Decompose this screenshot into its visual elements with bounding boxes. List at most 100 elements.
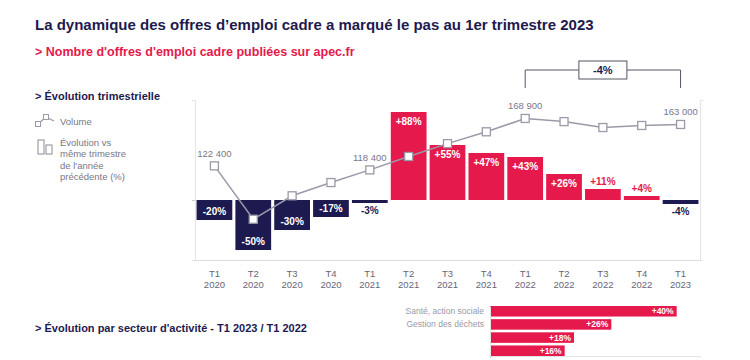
data-label: +40%: [652, 306, 674, 316]
x-tick: T12021: [359, 268, 380, 290]
marker: [444, 140, 452, 148]
x-tick-label: T12023: [670, 268, 691, 290]
x-tick: T12020: [204, 268, 225, 290]
x-tick: T32022: [592, 268, 613, 290]
x-tick-label: T32022: [592, 268, 613, 290]
x-tick-label: T42021: [476, 268, 497, 290]
bar: [585, 189, 621, 200]
x-tick: T12023: [670, 268, 691, 290]
plot-area: [197, 112, 699, 250]
y-tick: Santé, action sociale: [406, 306, 485, 316]
x-tick-label: T22021: [398, 268, 419, 290]
marker: [521, 114, 529, 122]
title: La dynamique des offres d’emploi cadre a…: [35, 16, 594, 33]
x-tick-label: T32020: [282, 268, 303, 290]
x-tick: T42020: [320, 268, 341, 290]
legend-icon: [36, 122, 41, 127]
chart-title: > Évolution trimestrielle: [35, 90, 160, 102]
legend-icon: [38, 140, 44, 154]
data-label: -30%: [280, 216, 303, 227]
x-axis-line: [491, 357, 701, 359]
bar: [490, 319, 611, 330]
marker: [482, 128, 490, 136]
bar: [490, 332, 574, 343]
chart-svg: La dynamique des offres d’emploi cadre a…: [0, 0, 750, 360]
y2-axis: [701, 101, 704, 261]
x-tick-label: T12021: [359, 268, 380, 290]
labels: +40% +26% +18% +16%: [540, 306, 674, 355]
point-label: 118 400: [353, 152, 387, 163]
data-label: +26%: [551, 178, 577, 189]
bar: [430, 145, 466, 200]
marker: [599, 124, 607, 132]
marker: [210, 162, 218, 170]
x-tick: T22022: [553, 268, 574, 290]
data-label: -4%: [672, 206, 690, 217]
y-tick-label: Gestion des déchets: [407, 319, 485, 329]
x-tick-label: T22022: [553, 268, 574, 290]
data-label: -17%: [319, 203, 342, 214]
annotation-label: -4%: [593, 64, 613, 76]
legend-label: Volume: [60, 116, 92, 127]
bar: [235, 200, 271, 250]
bar: [352, 200, 388, 203]
x-axis: T12020 T22020 T32020 T42020 T12021 T22021 T320…: [196, 261, 701, 290]
bar: [197, 200, 233, 220]
bar: [546, 174, 582, 200]
x-axis: [491, 356, 701, 358]
data-label: +47%: [473, 157, 499, 168]
legend: Volume Évolution vsmême trimestrede l'ann…: [36, 115, 126, 183]
data-label: +4%: [632, 183, 652, 194]
bar: [490, 345, 565, 356]
y-tick: [192, 200, 195, 201]
marker: [405, 152, 413, 160]
y-axis-line: [490, 307, 491, 357]
x-tick: T32020: [282, 268, 303, 290]
x-tick: T22020: [243, 268, 264, 290]
x-tick: T12022: [515, 268, 536, 290]
bar: [274, 200, 310, 230]
labels: -20%-50%-30%-17%-3%+88%+55%+47%+43%+26%+…: [197, 100, 697, 247]
marker: [677, 120, 685, 128]
x-tick-label: T12020: [204, 268, 225, 290]
point-label: 168 900: [508, 100, 542, 111]
data-label: -50%: [242, 236, 265, 247]
y-tick-label: Santé, action sociale: [406, 306, 485, 316]
bar: [507, 157, 543, 200]
data-label: +55%: [435, 149, 461, 160]
legend-item: Évolution vsmême trimestrede l'annéepréc…: [38, 137, 126, 182]
annotation-box: [579, 61, 627, 79]
bar: [468, 153, 504, 200]
legend-icon: [44, 115, 49, 120]
x-tick-mark: [490, 356, 491, 358]
subtitle: > Nombre d'offres d'emploi cadre publiée…: [35, 45, 355, 59]
data-label: +18%: [549, 333, 571, 343]
bar: [624, 196, 660, 200]
legend-item: Volume: [36, 115, 92, 128]
y2-axis-line: [701, 101, 704, 261]
data-label: +11%: [590, 176, 615, 187]
y-tick-mark: [192, 200, 195, 201]
legend-label: Évolution vsmême trimestrede l'annéepréc…: [60, 137, 126, 182]
data-label: -3%: [361, 205, 379, 216]
data-label: +16%: [540, 346, 562, 356]
x-tick-label: T32021: [437, 268, 458, 290]
marker: [288, 192, 296, 200]
x-tick-label: T22020: [243, 268, 264, 290]
x-tick-label: T12022: [515, 268, 536, 290]
line: [214, 118, 680, 219]
chart-container: La dynamique des offres d’emploi cadre a…: [0, 0, 750, 360]
x-tick-label: T42022: [631, 268, 652, 290]
bar: [313, 200, 349, 217]
data-label: +43%: [512, 161, 538, 172]
marker: [560, 118, 568, 126]
x-tick: [490, 356, 491, 358]
bar: [663, 200, 699, 204]
y-tick: Gestion des déchets: [407, 319, 485, 329]
data-label: +88%: [396, 116, 422, 127]
chart-title: > Évolution par secteur d'activité - T1 …: [35, 322, 307, 334]
y-axis: Santé, action sociale Gestion des déchets: [406, 306, 491, 357]
y-axis-line: [192, 101, 196, 261]
data-label: +26%: [586, 319, 608, 329]
point-label: 163 000: [663, 106, 697, 117]
